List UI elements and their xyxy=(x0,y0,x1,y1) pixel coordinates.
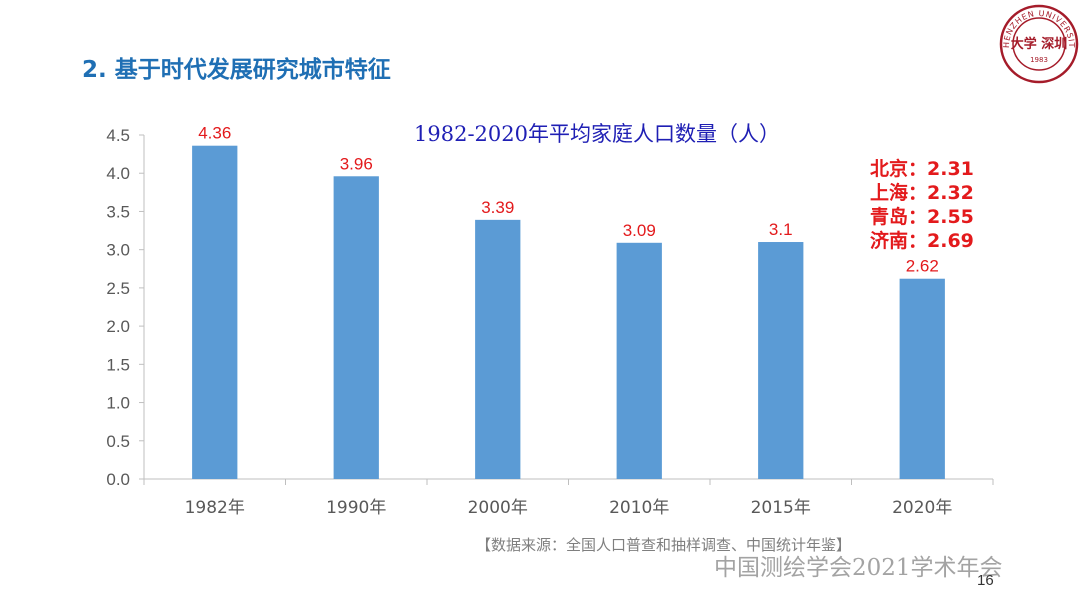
y-tick-label: 3.0 xyxy=(106,241,130,260)
y-tick-label: 4.5 xyxy=(106,126,130,145)
city-label-qingdao: 青岛：2.55 xyxy=(870,206,974,228)
y-tick-label: 1.5 xyxy=(106,355,130,374)
y-tick-label: 4.0 xyxy=(106,164,130,183)
bar xyxy=(616,242,662,479)
conference-watermark: 中国测绘学会2021学术年会 xyxy=(714,555,1003,581)
x-tick-label: 2020年 xyxy=(892,498,952,518)
bar-series xyxy=(192,145,945,480)
data-label: 3.1 xyxy=(769,220,793,239)
y-axis: 0.0 0.5 1.0 1.5 2.0 2.5 3.0 3.5 4.0 4.5 xyxy=(106,126,145,489)
bar xyxy=(192,145,238,480)
x-tick-label: 2015年 xyxy=(751,498,811,518)
bar xyxy=(333,176,379,479)
x-tick-label: 1990年 xyxy=(326,498,386,518)
data-label: 2.62 xyxy=(906,257,939,276)
city-label-shanghai: 上海：2.32 xyxy=(870,182,974,204)
data-label: 4.36 xyxy=(198,124,231,143)
y-tick-label: 3.5 xyxy=(106,202,130,221)
city-label-jinan: 济南：2.69 xyxy=(870,230,974,252)
data-source-note: 【数据来源：全国人口普查和抽样调查、中国统计年鉴】 xyxy=(476,536,852,554)
y-tick-label: 2.5 xyxy=(106,279,130,298)
y-tick-label: 0.0 xyxy=(106,470,130,489)
logo-year: 1983 xyxy=(1030,56,1048,64)
x-tick-label: 2000年 xyxy=(468,498,528,518)
university-logo: SHENZHEN UNIVERSITY 大学 深圳 1983 xyxy=(998,2,1079,84)
data-label: 3.96 xyxy=(340,154,373,173)
bar xyxy=(899,278,945,479)
y-tick-label: 2.0 xyxy=(106,317,130,336)
x-tick-label: 2010年 xyxy=(609,498,669,518)
y-tick-label: 1.0 xyxy=(106,394,130,413)
slide-title: 2. 基于时代发展研究城市特征 xyxy=(82,57,391,83)
x-tick-label: 1982年 xyxy=(185,498,245,518)
bar xyxy=(758,242,804,479)
data-labels: 4.36 3.96 3.39 3.09 3.1 2.62 xyxy=(198,124,939,276)
y-tick-label: 0.5 xyxy=(106,432,130,451)
logo-center-text: 大学 深圳 xyxy=(1011,36,1068,52)
data-label: 3.09 xyxy=(623,221,656,240)
city-household-annotation: 北京：2.31 上海：2.32 青岛：2.55 济南：2.69 xyxy=(870,157,974,253)
bar xyxy=(475,219,521,479)
city-label-beijing: 北京：2.31 xyxy=(870,158,974,180)
data-label: 3.39 xyxy=(481,198,514,217)
chart-title: 1982-2020年平均家庭人口数量（人） xyxy=(414,122,780,146)
x-axis: 1982年 1990年 2000年 2010年 2015年 2020年 xyxy=(143,478,994,518)
page-number: 16 xyxy=(977,572,994,589)
